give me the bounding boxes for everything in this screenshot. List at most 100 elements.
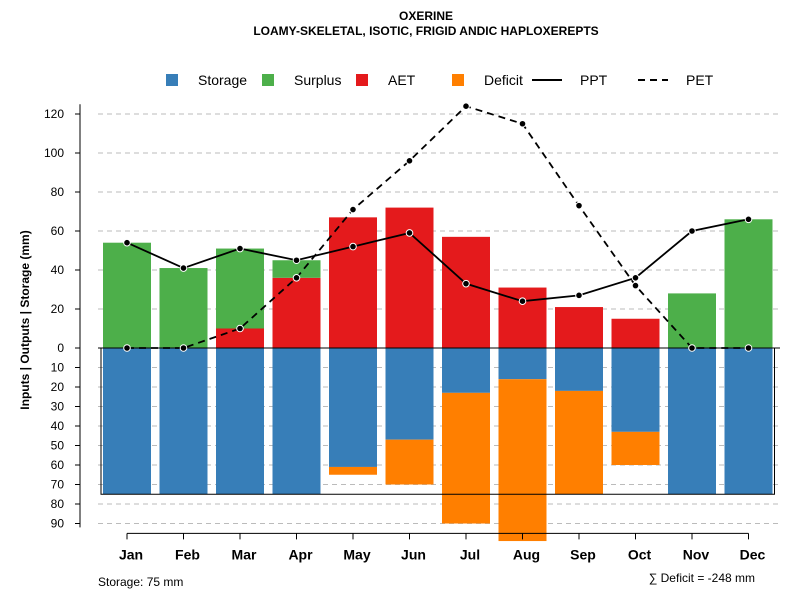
surplus-bar [724,219,773,348]
x-tick-label: Oct [628,546,652,562]
pet-line-point [123,344,131,352]
deficit-bar [555,390,603,495]
ppt-line-point [575,291,583,300]
legend-swatch [356,74,368,86]
x-tick-label: Jun [401,546,426,562]
surplus-bar [103,242,151,348]
storage-bar [329,348,377,467]
y-tick-label: 70 [51,478,65,492]
legend-swatch [262,74,274,86]
deficit-bar [442,392,490,524]
series-lines [123,102,753,352]
pet-line-point [631,281,640,290]
x-tick-label: May [343,546,370,562]
y-tick-label: 20 [51,380,65,394]
pet-line-point [688,344,696,352]
legend-label: PET [686,72,714,88]
deficit-bar [498,379,547,542]
x-tick-label: Dec [740,546,766,562]
bars [103,207,773,542]
y-tick-label: 0 [57,341,64,355]
ppt-line-point [236,244,244,253]
ppt-line-point [123,238,131,247]
legend-label: Storage [198,72,247,88]
surplus-bar [216,248,264,329]
y-tick-label: 120 [44,107,64,121]
x-tick-label: Feb [175,546,200,562]
aet-bar [385,207,434,348]
chart-subtitle: LOAMY-SKELETAL, ISOTIC, FRIGID ANDIC HAP… [253,24,598,38]
ppt-line-point [179,264,188,272]
deficit-bar [385,439,434,485]
aet-bar [442,236,490,348]
storage-footer: Storage: 75 mm [98,575,183,589]
storage-bar [668,348,716,495]
x-tick-label: Sep [570,546,596,562]
pet-line-point [462,102,470,110]
ppt-line-point [744,215,753,224]
ppt-line-point [349,242,357,251]
legend-label: Surplus [294,72,341,88]
ppt-line-point [688,227,696,235]
surplus-bar [668,293,716,348]
storage-bar [216,348,264,495]
y-axis-label: Inputs | Outputs | Storage (mm) [18,230,32,409]
ppt-line-point [518,297,527,306]
y-tick-label: 80 [51,497,65,511]
deficit-bar [329,466,377,475]
storage-bar [272,348,321,495]
y-tick-label: 80 [51,185,65,199]
aet-bar [329,217,377,348]
aet-bar [272,277,321,348]
y-tick-label: 40 [51,263,65,277]
pet-line-point [349,205,357,214]
aet-bar [216,328,264,348]
legend-label: Deficit [484,72,523,88]
storage-bar [555,348,603,391]
pet-line-point [179,344,188,352]
x-tick-label: Nov [683,546,710,562]
legend-label: AET [388,72,416,88]
storage-bar [611,348,660,432]
ppt-line-point [405,229,414,237]
ppt-line-point [462,279,470,288]
ppt-line-point [292,256,301,265]
chart-title: OXERINE [399,9,453,23]
ppt-line-point [631,274,640,282]
y-tick-label: 10 [51,361,65,375]
surplus-bar [159,268,208,348]
x-tick-label: Jul [460,546,480,562]
y-tick-label: 30 [51,400,65,414]
pet-line-point [292,274,301,282]
ppt-line [126,218,749,303]
storage-bar [724,348,773,495]
deficit-bar [611,431,660,465]
x-tick-label: Aug [513,546,540,562]
y-tick-label: 60 [51,224,65,238]
y-tick-label: 40 [51,419,65,433]
x-tick-label: Jan [119,546,143,562]
axes: 0 20 40 60 80 100 120 10 20 30 40 50 60 70 80 90 Jan Feb M… [44,104,766,562]
pet-line-point [405,157,414,165]
legend-swatch [452,74,464,86]
storage-bar [385,348,434,440]
pet-line-point [236,324,244,333]
storage-bar [103,348,151,495]
pet-line-point [518,119,527,128]
storage-bar [159,348,208,495]
legend-label: PPT [580,72,608,88]
x-tick-label: Mar [232,546,257,562]
x-tick-label: Apr [288,546,313,562]
aet-bar [555,307,603,348]
y-tick-label: 100 [44,146,64,160]
storage-bar [442,348,490,393]
y-tick-label: 20 [51,302,65,316]
legend: Storage Surplus AET Deficit PPT PET [166,72,714,88]
storage-frame [98,347,780,495]
grid-lines [98,113,780,524]
aet-bar [611,318,660,348]
storage-bar [498,348,547,380]
deficit-footer: ∑ Deficit = -248 mm [649,571,755,585]
y-tick-label: 50 [51,439,65,453]
